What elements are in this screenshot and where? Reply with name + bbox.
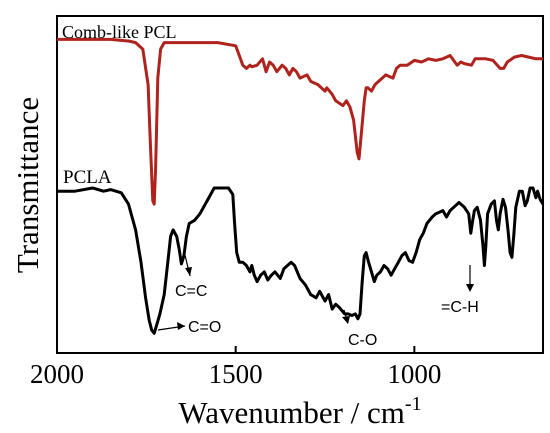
annotation-arrowhead-c-o-carbonyl [177,322,185,330]
series-layer [57,37,545,335]
x-tick-label-1000: 1000 [387,359,441,389]
annotation-label-c-c: C=C [175,283,207,300]
series-label-comb-like-pcl: Comb-like PCL [62,22,177,42]
y-axis-title: Transmittance [10,97,45,273]
x-axis-title-text: Wavenumber / cm [178,395,404,430]
annotation-arrowhead-c-c [185,267,192,276]
annotation-layer: C=C C=O C-O =C-H [157,250,479,349]
x-tick-label-1500: 1500 [209,359,263,389]
annotation-label-c-h: =C-H [441,299,479,316]
annotation-label-c-o-carbonyl: C=O [188,319,221,336]
x-axis-title-superscript: -1 [405,393,422,415]
annotation-arrowhead-c-h [466,284,474,292]
x-tick-label-2000: 2000 [30,359,84,389]
series-label-pcla: PCLA [63,167,112,188]
x-axis-title: Wavenumber / cm-1 [178,393,421,430]
x-axis-ticks: 2000 1500 1000 [30,346,441,389]
series-line-pcla [57,186,545,335]
annotation-arrowhead-c-o-ester [342,316,350,324]
series-line-comb-like-pcl [57,37,543,206]
plot-frame [56,15,544,354]
annotation-label-c-o-ester: C-O [348,332,377,349]
